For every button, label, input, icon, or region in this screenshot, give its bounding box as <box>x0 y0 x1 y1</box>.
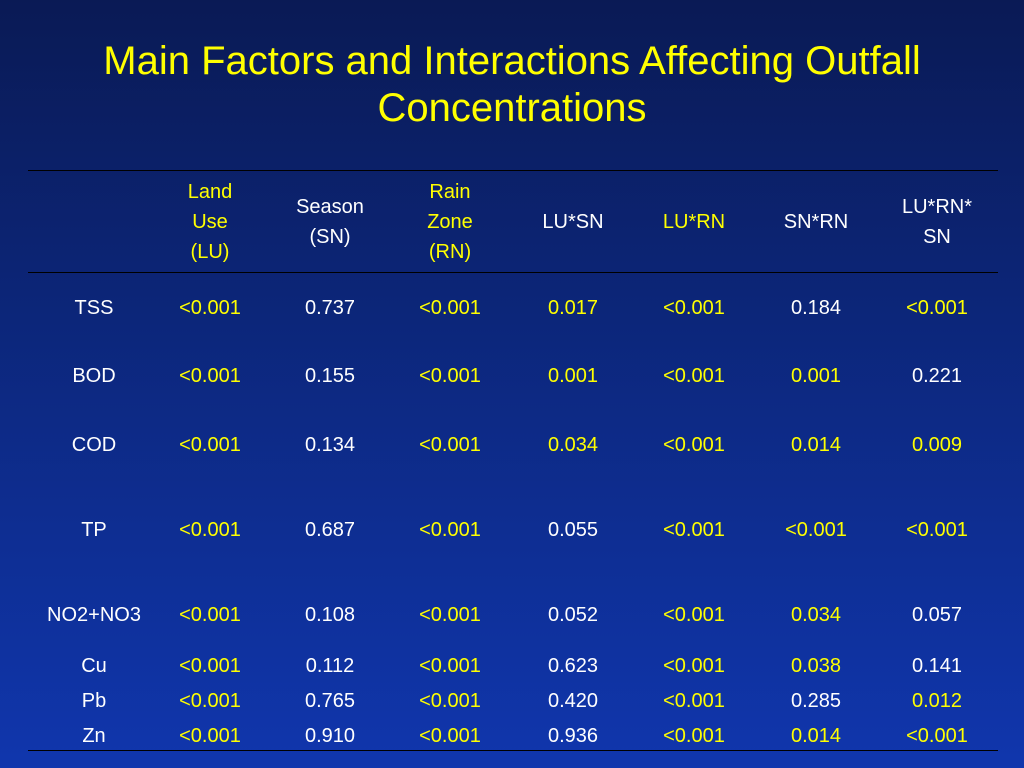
table-cell: 0.012 <box>911 690 963 712</box>
slide-title-line-1: Main Factors and Interactions Affecting … <box>103 39 921 83</box>
table-cell: 0.014 <box>790 725 842 747</box>
table-cell: <0.001 <box>419 690 481 712</box>
table-cell: 0.155 <box>304 365 356 387</box>
table-cell: <0.001 <box>785 519 847 541</box>
column-header-line: (LU) <box>190 241 230 263</box>
table-cell: 0.014 <box>790 434 842 456</box>
table-cell: 0.285 <box>790 690 842 712</box>
column-header-line: Land <box>187 181 233 203</box>
column-header: LU*RN <box>635 207 753 237</box>
table-cell: <0.001 <box>906 519 968 541</box>
table-cell: 0.910 <box>304 725 356 747</box>
row-label: NO2+NO3 <box>47 604 141 626</box>
table-cell: 0.687 <box>304 519 356 541</box>
row-label: BOD <box>72 365 116 387</box>
table-cell: <0.001 <box>179 365 241 387</box>
row-label: Zn <box>82 725 106 747</box>
table-cell: 0.108 <box>304 604 356 626</box>
slide-title-line-2: Concentrations <box>377 86 647 130</box>
table-cell: <0.001 <box>906 725 968 747</box>
table-cell: 0.112 <box>305 655 355 677</box>
table-cell: <0.001 <box>663 690 725 712</box>
table-cell: 0.141 <box>911 655 963 677</box>
table-cell: <0.001 <box>179 655 241 677</box>
row-label: TP <box>81 519 107 541</box>
table-bottom-rule <box>28 750 998 751</box>
table-cell: 0.936 <box>547 725 599 747</box>
column-header: Land Use (LU) <box>151 177 269 267</box>
row-label: Cu <box>81 655 107 677</box>
table-cell: 0.001 <box>790 365 842 387</box>
column-header-line: Rain <box>429 181 471 203</box>
column-header-line: SN <box>923 226 951 248</box>
table-cell: <0.001 <box>419 725 481 747</box>
column-header-line: LU*SN <box>542 211 604 233</box>
table-cell: <0.001 <box>419 604 481 626</box>
column-header: LU*SN <box>514 207 632 237</box>
table-cell: <0.001 <box>906 297 968 319</box>
column-header: Season (SN) <box>271 192 389 252</box>
column-header-line: Zone <box>427 211 473 233</box>
column-header-line: (SN) <box>309 226 351 248</box>
column-header: Rain Zone (RN) <box>391 177 509 267</box>
table-cell: 0.420 <box>547 690 599 712</box>
row-label: Pb <box>81 690 107 712</box>
table-cell: 0.001 <box>547 365 599 387</box>
table-cell: <0.001 <box>419 434 481 456</box>
slide-title: Main Factors and Interactions Affecting … <box>0 38 1024 132</box>
table-cell: <0.001 <box>179 604 241 626</box>
table-cell: <0.001 <box>663 655 725 677</box>
table-cell: <0.001 <box>419 365 481 387</box>
column-header-line: SN*RN <box>783 211 849 233</box>
table-top-rule <box>28 170 998 171</box>
table-cell: <0.001 <box>663 297 725 319</box>
table-cell: 0.737 <box>304 297 356 319</box>
table-cell: <0.001 <box>179 297 241 319</box>
table-cell: <0.001 <box>179 690 241 712</box>
table-cell: <0.001 <box>179 725 241 747</box>
table-cell: <0.001 <box>663 604 725 626</box>
column-header-line: LU*RN <box>662 211 726 233</box>
table-cell: <0.001 <box>419 297 481 319</box>
column-header-line: Use <box>192 211 228 233</box>
row-label: TSS <box>74 297 114 319</box>
table-cell: 0.009 <box>911 434 963 456</box>
table-cell: 0.184 <box>790 297 842 319</box>
column-header-line: (RN) <box>428 241 472 263</box>
table-cell: 0.623 <box>547 655 599 677</box>
column-header: SN*RN <box>757 207 875 237</box>
table-cell: <0.001 <box>663 434 725 456</box>
table-cell: <0.001 <box>663 725 725 747</box>
table-cell: 0.052 <box>547 604 599 626</box>
table-cell: 0.765 <box>304 690 356 712</box>
table-cell: 0.055 <box>547 519 599 541</box>
table-cell: 0.221 <box>911 365 963 387</box>
table-cell: 0.038 <box>790 655 842 677</box>
table-cell: <0.001 <box>663 365 725 387</box>
table-cell: 0.017 <box>547 297 599 319</box>
table-cell: <0.001 <box>179 519 241 541</box>
table-cell: <0.001 <box>419 655 481 677</box>
table-cell: 0.034 <box>547 434 599 456</box>
table-header-rule <box>28 272 998 273</box>
table-cell: <0.001 <box>663 519 725 541</box>
column-header: LU*RN* SN <box>878 192 996 252</box>
table-cell: 0.057 <box>911 604 963 626</box>
column-header-line: LU*RN* <box>901 196 973 218</box>
column-header-line: Season <box>296 196 364 218</box>
table-cell: 0.034 <box>790 604 842 626</box>
table-cell: 0.134 <box>304 434 356 456</box>
row-label: COD <box>71 434 117 456</box>
table-cell: <0.001 <box>419 519 481 541</box>
table-cell: <0.001 <box>179 434 241 456</box>
